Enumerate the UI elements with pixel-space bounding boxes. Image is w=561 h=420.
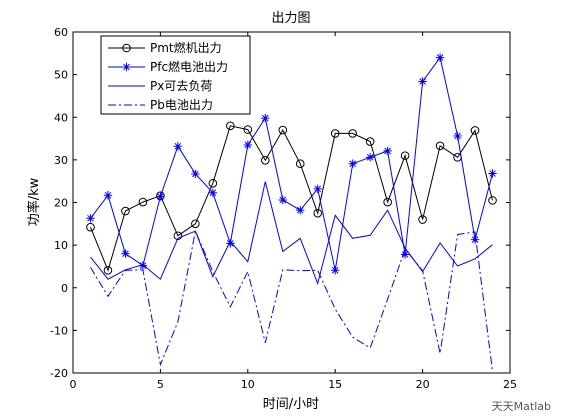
data-point: [86, 214, 95, 223]
data-point: [435, 141, 445, 151]
data-point: [488, 196, 497, 205]
y-tick-label: 60: [54, 26, 68, 39]
data-point: [278, 195, 287, 205]
y-tick-label: 20: [54, 197, 68, 210]
data-point: [121, 249, 130, 258]
y-tick-label: -20: [50, 367, 68, 380]
data-point: [226, 121, 235, 131]
data-point: [173, 142, 183, 151]
data-point: [313, 184, 322, 194]
data-point: [208, 179, 218, 188]
y-tick-label: 10: [54, 239, 68, 252]
y-tick-label: 50: [54, 69, 68, 82]
data-point: [295, 159, 305, 169]
legend-marker: [122, 62, 131, 72]
data-point: [156, 192, 165, 201]
data-point: [296, 205, 305, 215]
legend-label: Pb电池出力: [150, 98, 213, 112]
series-1: [86, 53, 497, 275]
y-tick-label: 0: [61, 282, 68, 295]
data-point: [488, 169, 497, 178]
y-axis-label: 功率/kw: [26, 177, 42, 226]
data-point: [138, 261, 148, 270]
data-point: [470, 126, 480, 135]
x-tick-label: 25: [503, 378, 517, 391]
data-point: [418, 77, 427, 86]
data-point: [243, 140, 252, 150]
series-3: [90, 229, 493, 372]
data-point: [121, 206, 130, 216]
legend-label: Pfc燃电池出力: [150, 59, 228, 74]
y-tick-label: -10: [50, 324, 68, 337]
x-axis-label: 时间/小时: [263, 397, 319, 412]
y-tick-label: 30: [54, 154, 68, 167]
data-point: [191, 219, 200, 229]
legend-marker: [122, 43, 131, 53]
data-point: [470, 235, 480, 244]
legend-label: Pmt燃机出力: [150, 40, 222, 55]
data-point: [103, 191, 113, 200]
data-point: [103, 265, 113, 275]
x-tick-label: 10: [241, 378, 255, 391]
series-line: [90, 56, 493, 271]
x-tick-label: 5: [157, 378, 164, 391]
series-line: [90, 229, 493, 372]
series-layer: [86, 53, 497, 372]
watermark: 天天Matlab: [491, 400, 551, 413]
data-point: [348, 159, 357, 168]
data-point: [226, 239, 235, 248]
data-point: [261, 113, 270, 123]
series-line: [90, 181, 493, 286]
data-point: [435, 53, 445, 62]
data-point: [138, 197, 148, 207]
series-2: [90, 181, 493, 286]
data-point: [330, 129, 340, 138]
data-point: [348, 129, 357, 138]
legend-box: [100, 35, 251, 115]
data-point: [278, 125, 288, 135]
data-point: [453, 131, 462, 141]
plot-frame: [72, 31, 511, 374]
data-point: [208, 188, 218, 197]
data-point: [418, 215, 427, 224]
data-point: [331, 266, 340, 275]
data-point: [383, 146, 392, 156]
data-point: [260, 156, 270, 165]
data-point: [86, 222, 95, 232]
data-point: [313, 208, 323, 218]
data-point: [400, 151, 410, 160]
data-point: [243, 125, 253, 134]
data-point: [400, 250, 410, 259]
y-tick-label: 40: [54, 111, 68, 124]
data-point: [365, 153, 375, 162]
data-point: [365, 137, 375, 146]
data-point: [383, 197, 392, 207]
x-tick-label: 20: [416, 378, 430, 391]
data-point: [191, 169, 200, 179]
legend-label: Px可去负荷: [150, 79, 212, 93]
x-tick-label: 0: [70, 378, 77, 391]
legend: Pmt燃机出力 Pfc燃电池出力 Px可去负荷 Pb电池出力: [100, 35, 251, 115]
x-tick-label: 15: [328, 378, 342, 391]
chart-title: 出力图: [271, 11, 310, 26]
